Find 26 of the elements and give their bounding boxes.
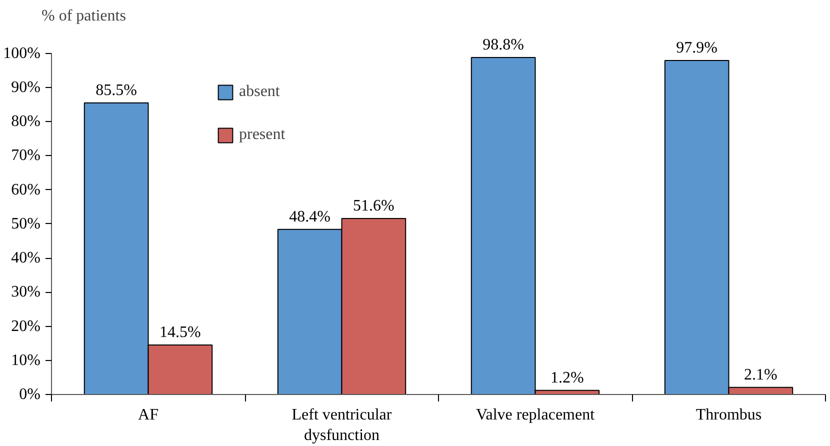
x-tick-label: Left ventricular dysfunction [292,406,392,444]
y-tick-label: 20% [11,318,40,335]
y-tick-label: 90% [11,78,40,96]
y-tick-label: 80% [11,113,40,130]
y-tick-label: 10% [11,352,40,369]
x-tick-label: Valve replacement [476,406,596,424]
data-label: 85.5% [96,82,137,99]
y-tick-label: 40% [11,250,40,267]
y-tick-label: 30% [11,284,40,301]
y-axis-title: % of patients [42,8,126,24]
y-tick-label: 60% [11,181,40,198]
data-label: 48.4% [289,208,330,226]
data-label: 98.8% [482,36,524,54]
x-tick-label: AF [138,406,159,424]
legend-label: absent [239,83,280,101]
data-label: 1.2% [550,369,584,386]
x-tick-label: Thrombus [696,406,762,424]
y-tick-label: 50% [11,215,40,232]
legend-label: present [239,126,286,144]
data-label: 97.9% [676,40,718,57]
y-tick-label: 70% [11,147,40,164]
y-tick-label: 0% [19,386,40,403]
data-label: 14.5% [160,324,201,342]
data-label: 51.6% [353,197,394,214]
data-label: 2.1% [744,366,778,384]
y-tick-label: 100% [3,44,40,62]
